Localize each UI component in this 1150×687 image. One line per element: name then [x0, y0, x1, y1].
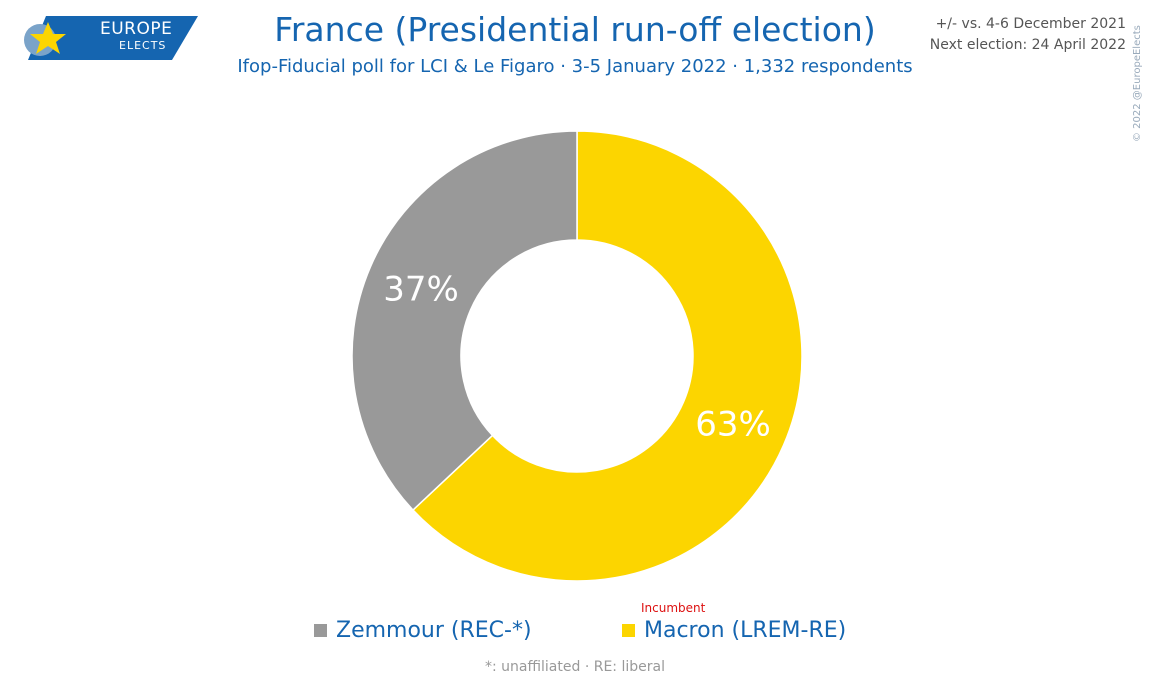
logo-text-europe: EUROPE [100, 19, 173, 39]
logo-graphic [24, 16, 198, 60]
legend-swatch-zemmour [314, 624, 327, 637]
legend-item-zemmour: Zemmour (REC-*) [314, 618, 532, 643]
legend-swatch-macron [622, 624, 635, 637]
logo-text-elects: ELECTS [119, 39, 167, 52]
europe-elects-logo: EUROPE ELECTS [18, 16, 198, 60]
donut-slice-zemmour [351, 130, 578, 512]
comparison-note: +/- vs. 4-6 December 2021 [935, 16, 1126, 32]
slice-label-zemmour: 37% [383, 269, 459, 309]
next-election-note: Next election: 24 April 2022 [929, 37, 1126, 53]
meta-info: +/- vs. 4-6 December 2021 Next election:… [930, 14, 1126, 56]
legend-label-zemmour: Zemmour (REC-*) [336, 618, 532, 643]
legend-item-macron: Macron (LREM-RE) [622, 618, 846, 643]
legend-label-macron: Macron (LREM-RE) [644, 618, 847, 643]
donut-slice-macron [411, 130, 803, 582]
chart-subtitle: Ifop-Fiducial poll for LCI & Le Figaro ·… [237, 56, 913, 77]
chart-title: France (Presidential run-off election) [274, 10, 876, 49]
slice-label-macron: 63% [695, 405, 771, 445]
footnote: *: unaffiliated · RE: liberal [485, 659, 665, 675]
incumbent-note: Incumbent [641, 601, 706, 615]
